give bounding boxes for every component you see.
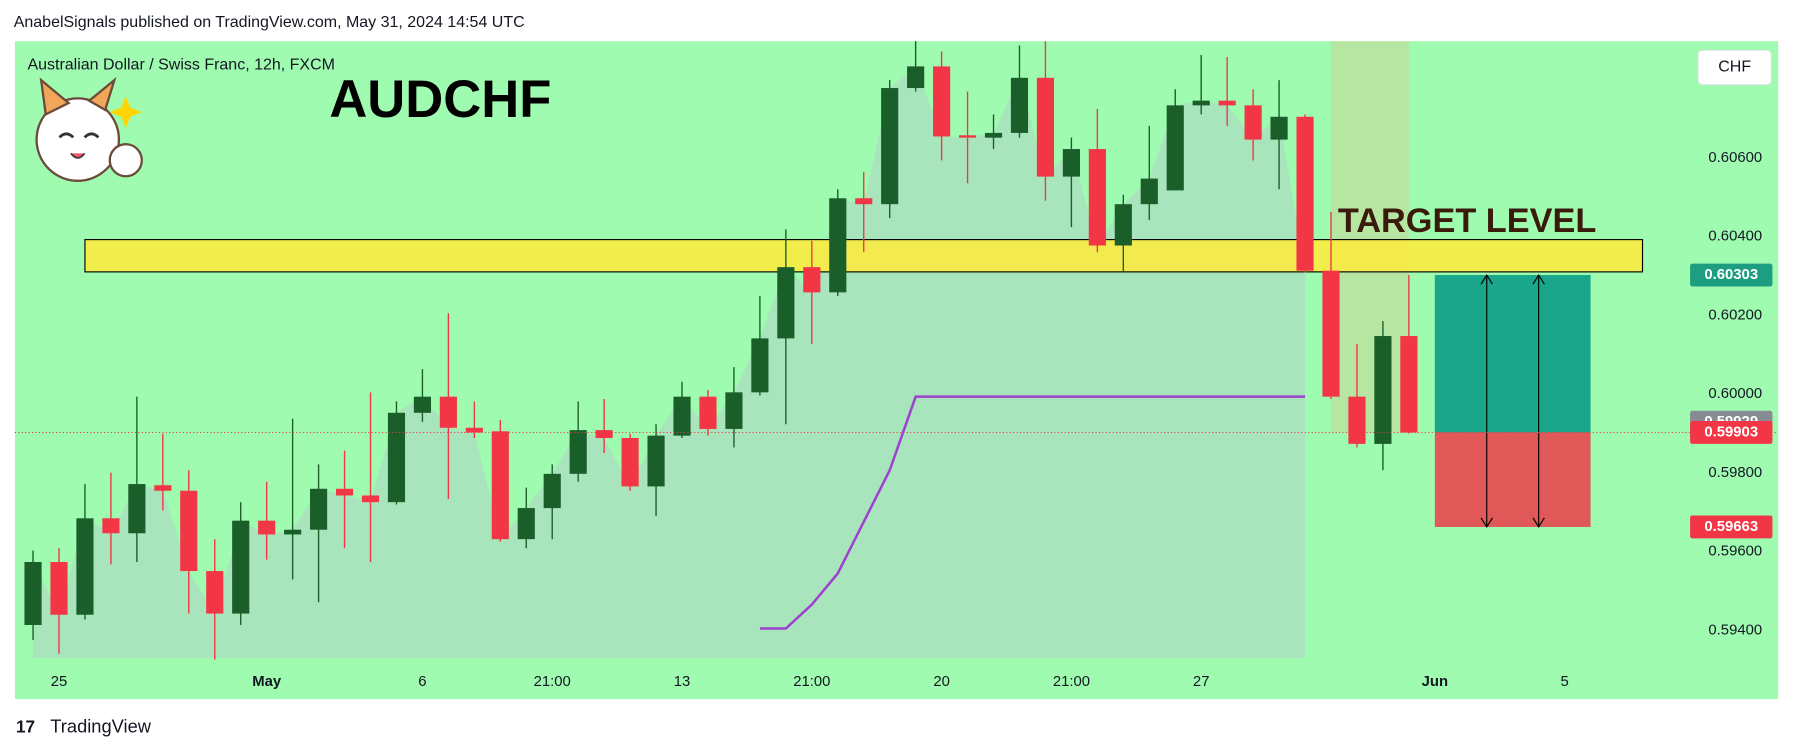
candle-body (232, 520, 250, 614)
candle-body (673, 396, 691, 436)
price-area (33, 66, 1306, 659)
x-tick-label: 13 (674, 674, 691, 690)
position-arrow (1480, 273, 1493, 529)
indicator-line (759, 395, 1306, 630)
y-tick-label: 0.59600 (1708, 544, 1762, 560)
candle-body (595, 430, 613, 438)
x-tick-label: May (252, 674, 282, 690)
candle-body (1062, 149, 1080, 177)
candle-body (128, 484, 146, 534)
candle-body (491, 431, 509, 540)
price-tag-label: 0.59663 (1704, 519, 1758, 535)
candle-body (154, 485, 172, 491)
candle-body (829, 198, 847, 293)
x-tick-label: 20 (933, 674, 950, 690)
footer-logo: 17 (16, 716, 35, 736)
candle-body (855, 198, 873, 205)
y-tick-label: 0.59800 (1708, 465, 1762, 481)
price-tag (1690, 263, 1773, 287)
candle-body (958, 135, 977, 138)
candle-body (180, 490, 198, 572)
currency-box[interactable] (1697, 49, 1772, 86)
candle-body (933, 66, 951, 137)
candle-body (517, 508, 535, 540)
candle-body (647, 435, 665, 487)
x-tick-label: 27 (1193, 674, 1210, 690)
candle-body (1348, 396, 1366, 444)
candle-body (258, 520, 276, 535)
candle-body (1374, 336, 1392, 444)
x-tick-label: 21:00 (1053, 674, 1090, 690)
candle-body (24, 561, 42, 625)
y-tick-label: 0.60600 (1708, 150, 1762, 166)
candle-body (1114, 204, 1132, 246)
candle-body (284, 529, 302, 535)
candle-body (102, 518, 120, 534)
x-tick-label: 25 (51, 674, 68, 690)
symbol-label: AUDCHF (329, 70, 551, 129)
candle-body (310, 488, 328, 530)
candle-body (335, 488, 354, 496)
footer-background (0, 699, 1793, 753)
candle-body (1140, 178, 1158, 205)
candle-body (465, 427, 483, 433)
candle-body (699, 396, 717, 429)
candle-body (1010, 77, 1029, 133)
target-annotation: TARGET LEVEL (1338, 202, 1596, 240)
x-tick-label: 5 (1560, 674, 1568, 690)
candle-body (907, 66, 925, 89)
candle-body (1296, 116, 1314, 271)
plot-layer: 0.59400 0.59600 0.59800 0.60000 0.60200 0.604… (14, 41, 1779, 690)
candle-body (1400, 336, 1418, 433)
candle-body (569, 430, 587, 474)
x-tick-label: 6 (418, 674, 426, 690)
y-tick-label: 0.60200 (1708, 307, 1762, 323)
candle-body (1192, 100, 1210, 106)
highlight-band (1330, 41, 1409, 433)
candle-body (803, 267, 821, 293)
candle-body (387, 412, 406, 503)
candle-body (413, 396, 432, 413)
candle-body (1322, 270, 1340, 397)
candle-body (751, 338, 769, 393)
x-tick-label: 21:00 (793, 674, 830, 690)
candle-body (76, 518, 94, 615)
currency-label[interactable]: CHF (1718, 59, 1751, 76)
candle-body (881, 88, 899, 205)
candle-body (1244, 105, 1262, 140)
candle-body (543, 473, 561, 509)
price-tag (1690, 421, 1773, 444)
y-tick-label: 0.59400 (1708, 622, 1762, 638)
candle-body (984, 132, 1003, 138)
cat-icon (35, 76, 143, 182)
x-tick-label: 21:00 (534, 674, 571, 690)
candle-body (1270, 116, 1288, 140)
candle-body (1166, 105, 1184, 191)
candle-body (1218, 100, 1236, 106)
y-tick-label: 0.60400 (1708, 229, 1762, 245)
candle-body (777, 267, 795, 339)
publish-header: AnabelSignals published on TradingView.c… (14, 14, 525, 31)
candle-body (50, 561, 68, 615)
position-target (1434, 275, 1591, 433)
position-arrow (1532, 273, 1545, 529)
candle-body (725, 392, 743, 429)
candle-body (621, 437, 639, 487)
candle-body (206, 571, 224, 614)
y-tick-label: 0.60000 (1708, 386, 1762, 402)
footer-brand: TradingView (50, 716, 151, 737)
x-tick-label: Jun (1422, 674, 1448, 690)
candle-body (1088, 149, 1106, 246)
candle-body (361, 495, 380, 503)
candle-body (439, 396, 457, 428)
price-tag (1690, 515, 1773, 539)
price-tag-label: 0.60303 (1704, 267, 1758, 283)
candle-body (1036, 77, 1055, 177)
position-stop (1434, 432, 1591, 527)
price-tag-label: 0.59903 (1704, 424, 1758, 440)
chart-title: Australian Dollar / Swiss Franc, 12h, FX… (27, 56, 335, 73)
